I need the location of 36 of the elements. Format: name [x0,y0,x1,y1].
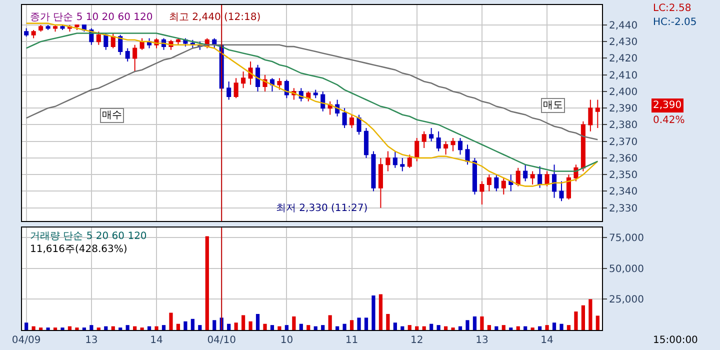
x-tick-label: 12 [410,335,424,346]
y-tick-label: 50,000 [609,264,644,275]
y-tick-label: 2,390 [609,104,638,115]
y-tick-label: 2,410 [609,70,638,82]
annotation: 최고 2,440 (12:18) [169,12,261,23]
y-tick-label: 75,000 [609,232,644,244]
x-tick-label: 14 [150,335,163,346]
y-tick-label: 2,440 [609,20,638,32]
y-tick-label: 2,370 [609,136,638,148]
annotation: 거래량 단순 5 20 60 120 [30,231,147,242]
x-tick-label: 11 [345,335,358,346]
text: LC:2.58 [653,3,692,14]
x-tick-label: 10 [280,335,294,346]
annotation: 11,616주(428.63%) [30,244,128,255]
annotation: 종가 단순 5 10 20 60 120 [30,12,153,23]
x-tick-label: 13 [85,335,98,346]
y-tick-label: 2,420 [609,54,638,65]
y-tick-label: 2,350 [609,170,638,182]
y-tick-label: 2,400 [609,86,638,98]
y-tick-label: 2,360 [609,153,638,164]
x-tick-label: 04/10 [207,335,236,346]
y-tick-label: 2,430 [609,37,638,48]
y-tick-label: 2,340 [609,186,638,198]
text: 2,390 [653,100,682,111]
annotation: 최저 2,330 (11:27) [276,203,368,214]
annotation: 매도 [543,100,563,111]
x-tick-label: 13 [476,335,488,346]
annotation: 매수 [102,110,122,121]
text: 15:00:00 [653,335,698,346]
x-tick-label: 14 [540,335,554,346]
text: HC:-2.05 [653,17,697,28]
text: 0.42% [653,115,685,126]
x-tick-label: 04/09 [12,335,41,346]
y-tick-label: 25,000 [609,294,644,306]
y-tick-label: 2,380 [609,120,638,132]
y-tick-label: 2,330 [609,203,638,214]
